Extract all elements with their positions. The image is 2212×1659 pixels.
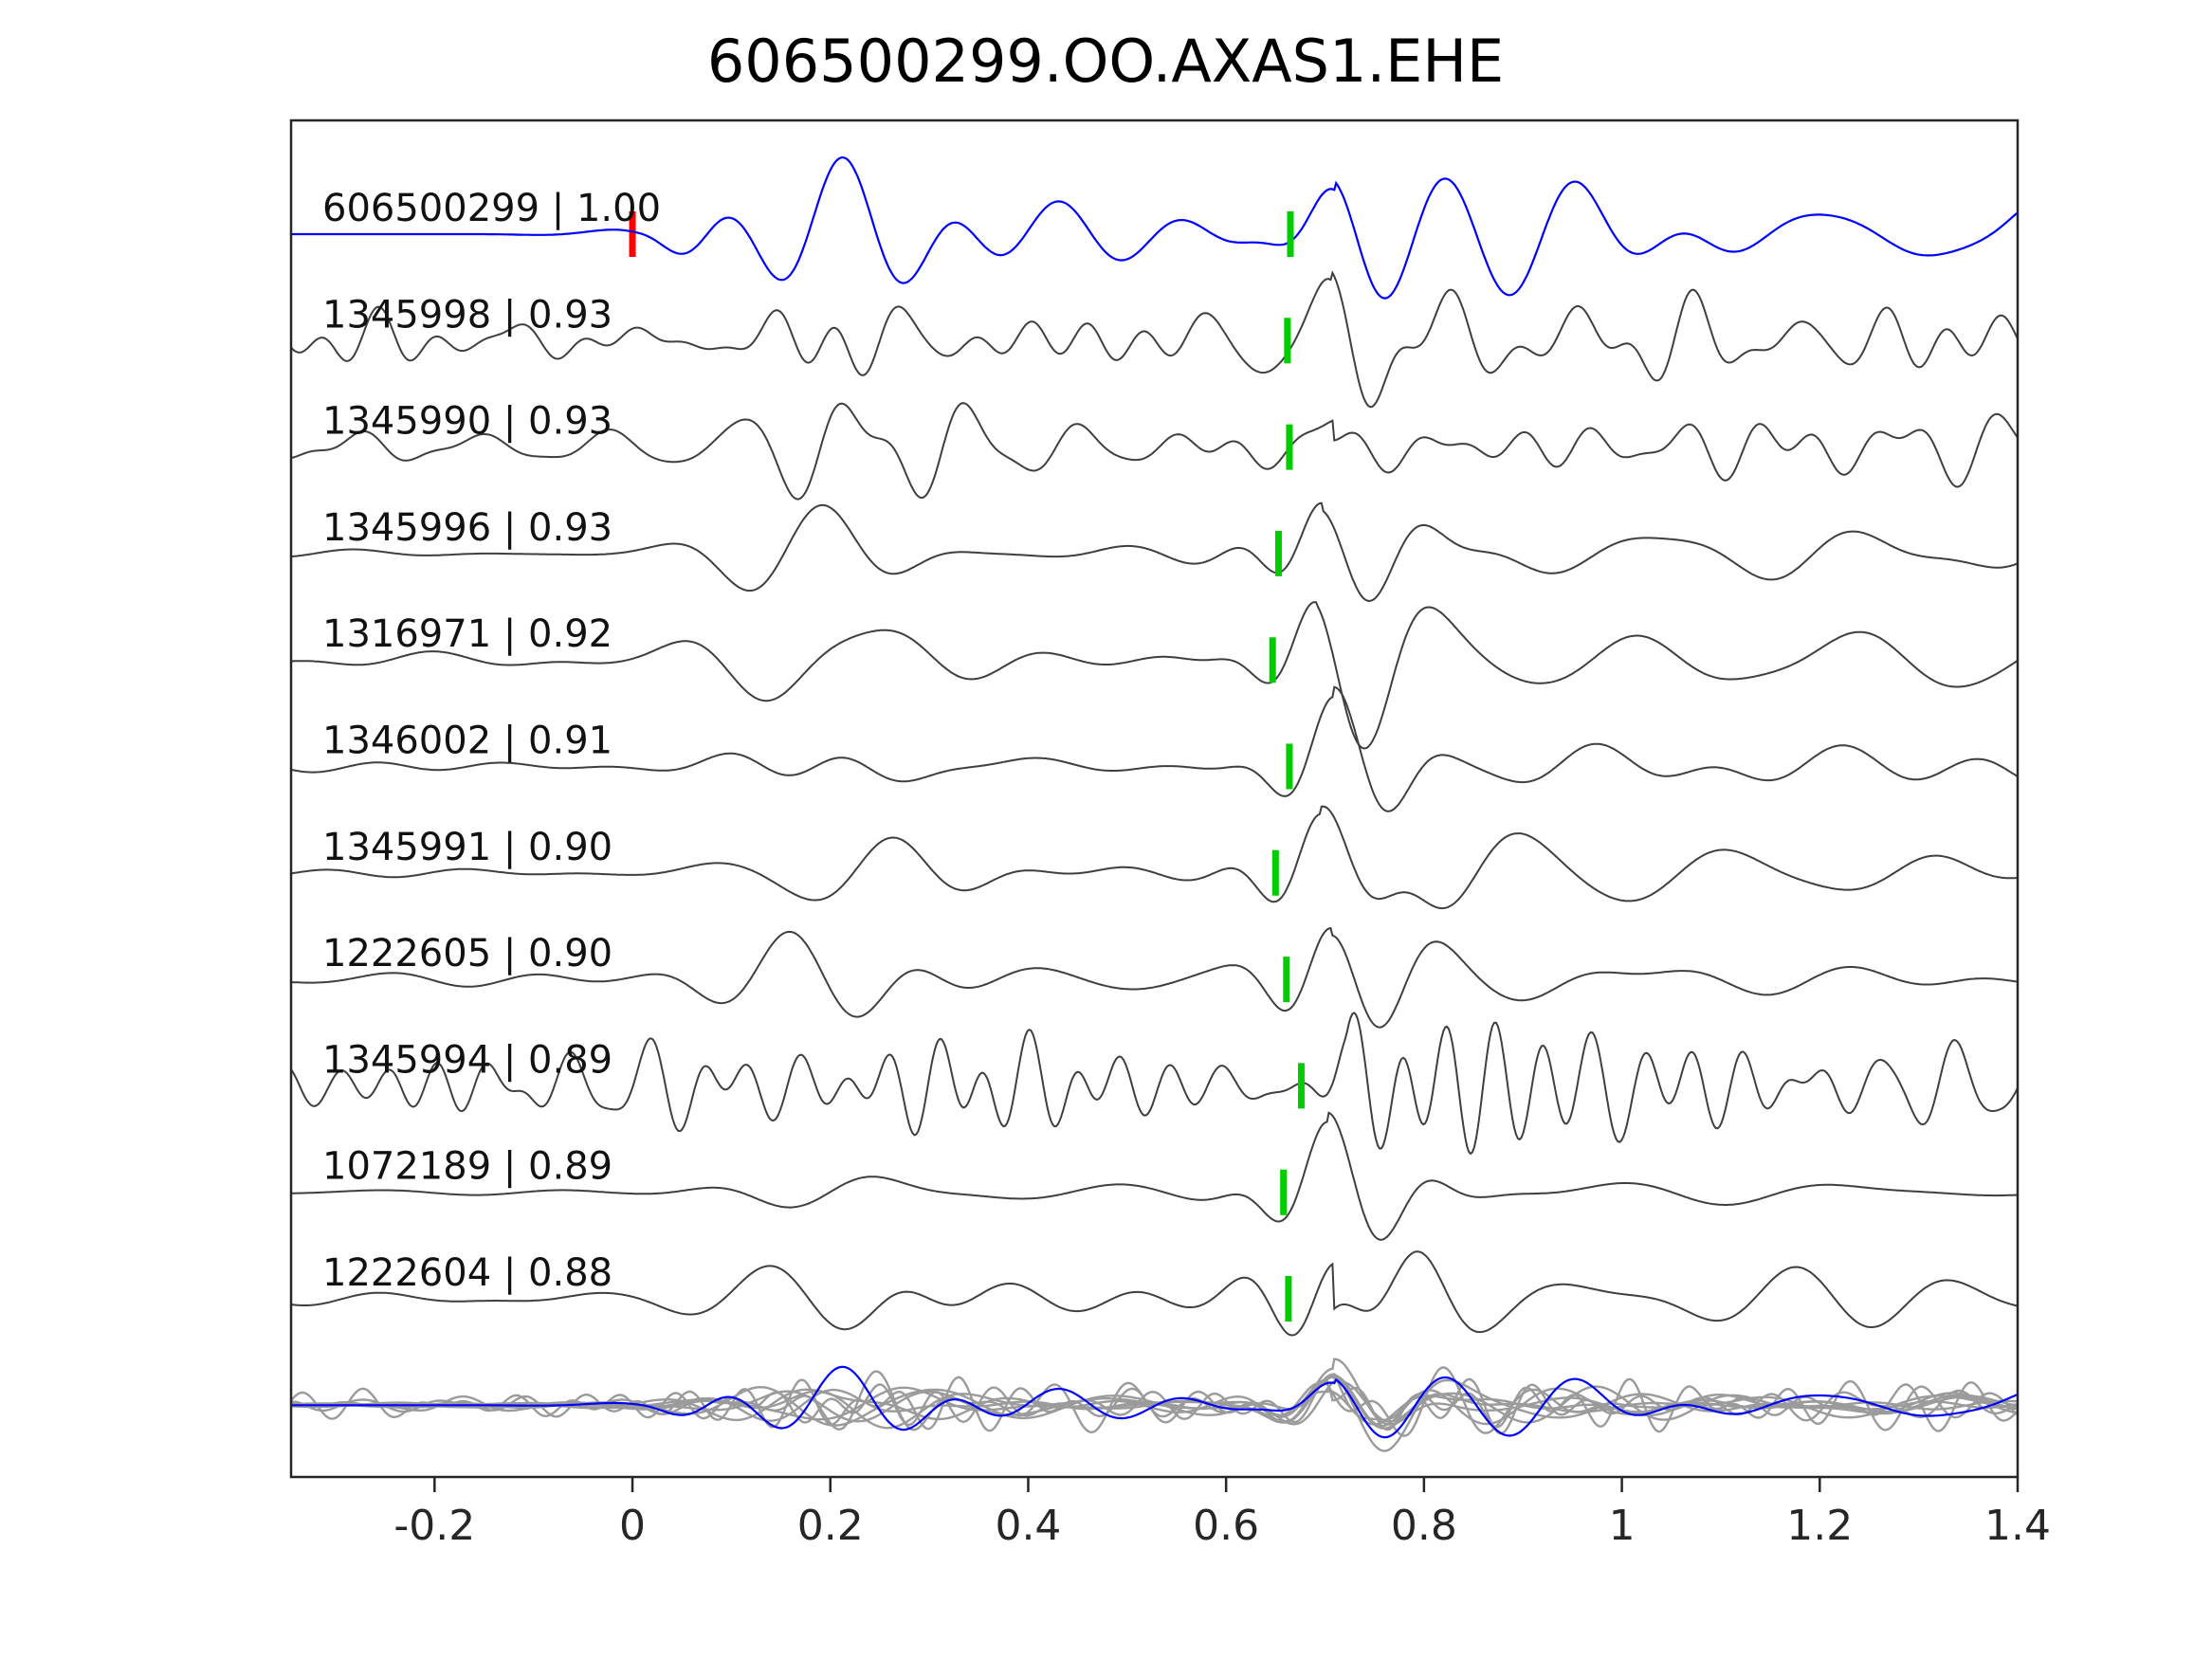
x-tick-label: 1.4 (1984, 1502, 2051, 1550)
trace-line-1345994 (291, 1012, 2018, 1156)
trace-label-1345998: 1345998 | 0.93 (322, 293, 612, 337)
overlay-trace (291, 1375, 2018, 1430)
trace-line-606500299 (291, 155, 2018, 300)
trace-line-1222604 (291, 1250, 2018, 1337)
x-tick-label: -0.2 (393, 1502, 475, 1550)
trace-line-1345990 (291, 402, 2018, 501)
trace-label-1345994: 1345994 | 0.89 (322, 1038, 612, 1082)
trace-line-1345998 (291, 270, 2018, 409)
trace-label-1072189: 1072189 | 0.89 (322, 1145, 612, 1189)
overlay-template-trace (291, 1365, 2018, 1439)
trace-label-1345991: 1345991 | 0.90 (322, 826, 612, 869)
trace-label-1345990: 1345990 | 0.93 (322, 400, 612, 444)
x-tick-label: 0.6 (1193, 1502, 1259, 1550)
trace-labels-layer: 606500299 | 1.00 1345998 | 0.93 1345990 | … (322, 187, 661, 1295)
trace-line-1316971 (291, 601, 2018, 750)
trace-label-1222605: 1222605 | 0.90 (322, 932, 612, 975)
trace-line-1072189 (291, 1111, 2018, 1241)
x-tick-label: 1.2 (1786, 1502, 1853, 1550)
trace-line-1346002 (291, 685, 2018, 812)
trace-line-1222605 (291, 926, 2018, 1029)
trace-label-1222604: 1222604 | 0.88 (322, 1251, 612, 1295)
plot-title: 606500299.OO.AXAS1.EHE (707, 27, 1504, 96)
trace-label-1346002: 1346002 | 0.91 (322, 720, 612, 763)
trace-label-1345996: 1345996 | 0.93 (322, 506, 612, 550)
trace-label-606500299: 606500299 | 1.00 (322, 187, 661, 230)
trace-label-1316971: 1316971 | 0.92 (322, 612, 612, 656)
x-tick-label: 0.2 (797, 1502, 864, 1550)
trace-line-1345991 (291, 805, 2018, 910)
x-tick-label: 0 (619, 1502, 646, 1550)
traces-layer (291, 155, 2018, 1452)
x-axis-layer: -0.2 0 0.2 0.4 0.6 0.8 1 1.2 1.4 (393, 1477, 2051, 1550)
x-tick-label: 1 (1609, 1502, 1636, 1550)
overlay-trace (291, 1376, 2018, 1426)
x-tick-label: 0.4 (995, 1502, 1061, 1550)
plot-frame (289, 118, 2020, 1479)
trace-line-1345996 (291, 501, 2018, 603)
x-tick-label: 0.8 (1391, 1502, 1457, 1550)
